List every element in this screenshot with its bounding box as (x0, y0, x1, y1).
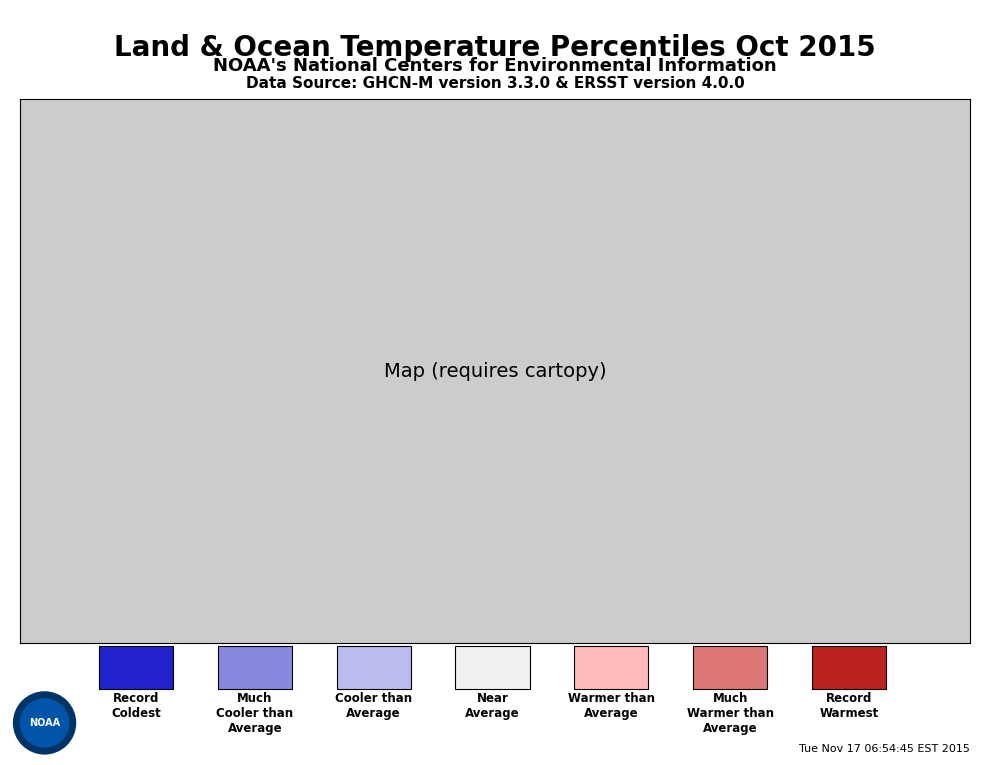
Text: Much
Warmer than
Average: Much Warmer than Average (687, 692, 773, 735)
Text: Data Source: GHCN-M version 3.3.0 & ERSST version 4.0.0: Data Source: GHCN-M version 3.3.0 & ERSS… (246, 76, 744, 92)
Text: NOAA's National Centers for Environmental Information: NOAA's National Centers for Environmenta… (213, 57, 777, 76)
Circle shape (21, 699, 68, 747)
Text: Cooler than
Average: Cooler than Average (336, 692, 412, 721)
Text: Near
Average: Near Average (465, 692, 520, 721)
Text: Warmer than
Average: Warmer than Average (568, 692, 654, 721)
Text: NOAA: NOAA (29, 718, 60, 728)
Text: Record
Warmest: Record Warmest (820, 692, 878, 721)
Text: Much
Cooler than
Average: Much Cooler than Average (217, 692, 293, 735)
Text: Tue Nov 17 06:54:45 EST 2015: Tue Nov 17 06:54:45 EST 2015 (799, 744, 970, 754)
Text: Land & Ocean Temperature Percentiles Oct 2015: Land & Ocean Temperature Percentiles Oct… (114, 34, 876, 63)
Text: Map (requires cartopy): Map (requires cartopy) (384, 362, 606, 380)
Circle shape (14, 692, 75, 754)
Text: Record
Coldest: Record Coldest (111, 692, 161, 721)
